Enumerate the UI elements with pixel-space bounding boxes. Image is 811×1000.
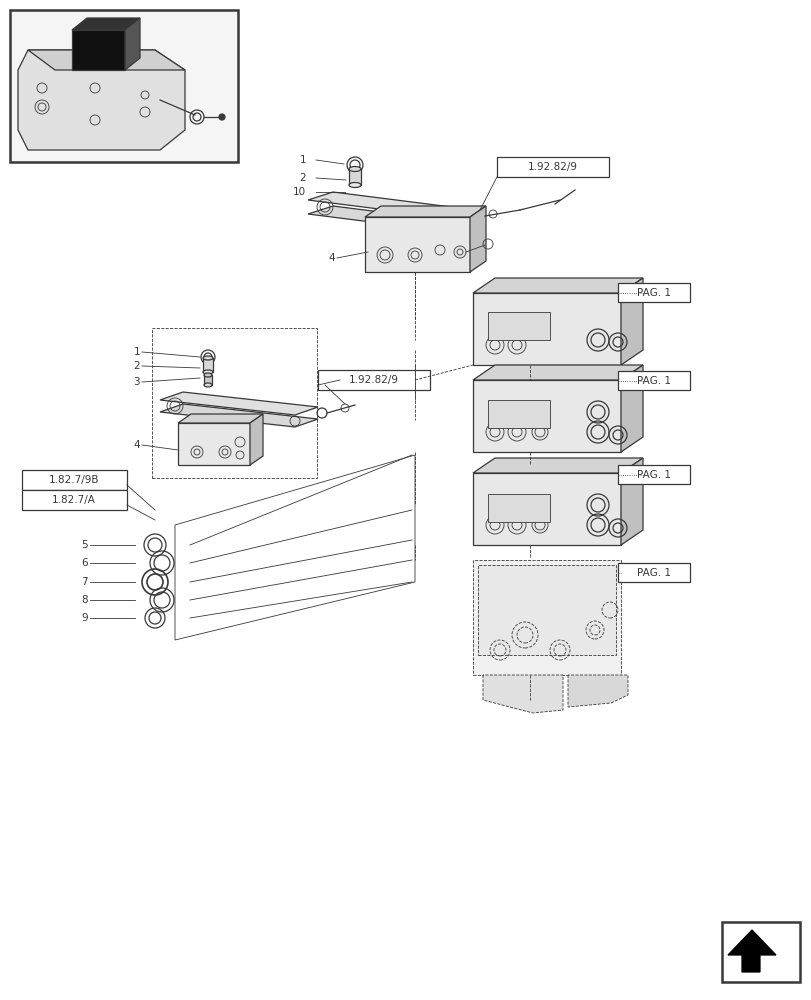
- Text: 8: 8: [81, 595, 88, 605]
- Polygon shape: [620, 458, 642, 545]
- Polygon shape: [727, 930, 775, 972]
- Bar: [365, 217, 470, 272]
- Text: 4: 4: [328, 253, 335, 263]
- Polygon shape: [307, 206, 474, 232]
- Text: 10: 10: [293, 187, 306, 197]
- Polygon shape: [72, 30, 125, 70]
- Polygon shape: [473, 278, 642, 293]
- Polygon shape: [473, 365, 642, 380]
- Bar: [617, 371, 689, 390]
- Polygon shape: [160, 392, 318, 415]
- Bar: [473, 380, 620, 452]
- Text: 9: 9: [81, 613, 88, 623]
- Polygon shape: [28, 50, 185, 70]
- Polygon shape: [620, 365, 642, 452]
- Text: 1.82.7/9B: 1.82.7/9B: [49, 475, 99, 485]
- Polygon shape: [473, 458, 642, 473]
- Polygon shape: [18, 50, 185, 150]
- Ellipse shape: [204, 373, 212, 377]
- Bar: [152, 328, 316, 478]
- Polygon shape: [470, 206, 486, 272]
- Bar: [203, 358, 212, 372]
- Bar: [721, 922, 799, 982]
- Circle shape: [219, 114, 225, 120]
- Text: 2: 2: [299, 173, 306, 183]
- Ellipse shape: [203, 370, 212, 374]
- Ellipse shape: [349, 183, 361, 188]
- Bar: [617, 465, 689, 484]
- Text: 2: 2: [133, 361, 139, 371]
- Bar: [318, 370, 430, 390]
- Polygon shape: [125, 18, 139, 70]
- Bar: [178, 423, 250, 465]
- Ellipse shape: [203, 356, 212, 360]
- Bar: [473, 473, 620, 545]
- Polygon shape: [72, 18, 139, 30]
- Polygon shape: [483, 675, 562, 713]
- Polygon shape: [365, 206, 486, 217]
- Text: 6: 6: [81, 558, 88, 568]
- Bar: [349, 169, 361, 185]
- Bar: [473, 293, 620, 365]
- Bar: [22, 470, 127, 490]
- Ellipse shape: [204, 383, 212, 387]
- Text: 1.82.7/A: 1.82.7/A: [52, 495, 96, 505]
- Text: 7: 7: [81, 577, 88, 587]
- Polygon shape: [478, 565, 616, 655]
- Polygon shape: [160, 404, 318, 427]
- Text: 3: 3: [133, 377, 139, 387]
- Text: PAG. 1: PAG. 1: [636, 288, 670, 298]
- Polygon shape: [307, 192, 474, 218]
- Bar: [487, 494, 549, 522]
- Text: PAG. 1: PAG. 1: [636, 375, 670, 385]
- Text: 1.92.82/9: 1.92.82/9: [527, 162, 577, 172]
- Bar: [617, 563, 689, 582]
- Bar: [487, 400, 549, 428]
- Text: 1: 1: [299, 155, 306, 165]
- Bar: [496, 157, 608, 177]
- Text: 1: 1: [133, 347, 139, 357]
- Bar: [487, 312, 549, 340]
- Ellipse shape: [349, 167, 361, 172]
- Text: PAG. 1: PAG. 1: [636, 470, 670, 480]
- Text: 5: 5: [81, 540, 88, 550]
- Bar: [617, 283, 689, 302]
- Bar: [10, 10, 238, 162]
- Polygon shape: [250, 414, 263, 465]
- Bar: [22, 490, 127, 510]
- Text: PAG. 1: PAG. 1: [636, 568, 670, 578]
- Polygon shape: [620, 278, 642, 365]
- Bar: [204, 375, 212, 385]
- Text: 4: 4: [133, 440, 139, 450]
- Polygon shape: [568, 675, 627, 707]
- Polygon shape: [178, 414, 263, 423]
- Text: 1.92.82/9: 1.92.82/9: [349, 375, 398, 385]
- Bar: [473, 560, 620, 675]
